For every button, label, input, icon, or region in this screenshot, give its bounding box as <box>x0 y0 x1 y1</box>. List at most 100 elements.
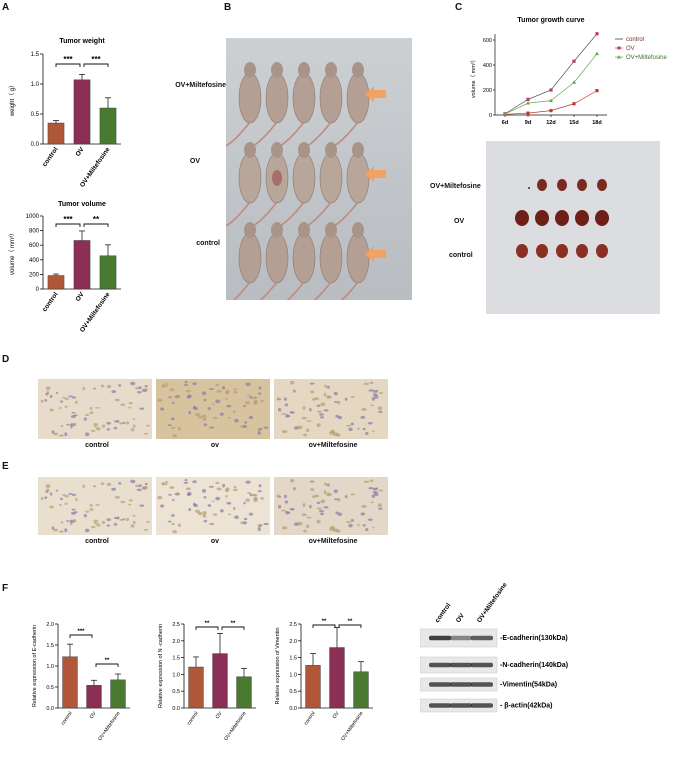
mouse <box>292 152 316 204</box>
cell-nucleus <box>242 521 248 525</box>
y-tick-label: 0.5 <box>46 685 54 691</box>
cell-nucleus <box>192 382 197 386</box>
cell-nucleus <box>209 426 215 429</box>
series-point <box>595 89 599 93</box>
mouse-head <box>298 142 310 158</box>
legend-marker <box>617 46 621 50</box>
y-tick-label: 2.5 <box>172 622 180 628</box>
x-tick-label: OV+Miltefosine <box>340 711 365 743</box>
cell-nucleus <box>139 407 145 410</box>
y-tick-label: 600 <box>483 38 492 44</box>
y-axis-label: Relative expression of N -cadherin <box>158 624 164 708</box>
significance-bracket-1 <box>55 223 81 227</box>
cell-nucleus <box>40 399 44 403</box>
mouse-tail <box>306 201 332 227</box>
cell-nucleus <box>172 530 178 534</box>
panel-label-c: C <box>455 2 463 13</box>
cell-nucleus <box>68 395 73 398</box>
cell-nucleus <box>84 528 90 533</box>
significance-bracket-1-label: *** <box>63 215 73 224</box>
chart-title: Tumor growth curve <box>517 17 584 24</box>
cell-nucleus <box>132 424 136 428</box>
mouse-tail <box>340 281 359 300</box>
mouse-head <box>244 62 256 78</box>
cell-nucleus <box>83 417 87 421</box>
bar-1 <box>329 647 345 709</box>
cell-nucleus <box>283 397 287 401</box>
x-tick-label: OV <box>75 291 87 303</box>
cell-nucleus <box>323 392 327 397</box>
tissue-row-label-miltefosine: OV+Miltefosine <box>430 183 481 190</box>
cell-nucleus <box>219 509 224 513</box>
cell-nucleus <box>290 478 295 483</box>
cell-nucleus <box>226 501 232 505</box>
cell-nucleus <box>203 398 207 402</box>
cell-nucleus <box>94 425 97 428</box>
cell-nucleus <box>197 511 203 516</box>
cell-nucleus <box>326 492 331 497</box>
cell-nucleus <box>132 520 136 524</box>
cell-nucleus <box>350 518 354 522</box>
cell-nucleus <box>113 426 118 430</box>
cell-nucleus <box>171 499 175 502</box>
cell-nucleus <box>118 384 122 387</box>
cell-nucleus <box>337 400 341 405</box>
significance-bracket-2 <box>95 663 119 667</box>
x-tick-label: control <box>60 711 74 727</box>
cell-nucleus <box>201 391 206 396</box>
cell-nucleus <box>203 519 208 523</box>
significance-bracket-1 <box>69 634 93 638</box>
cell-nucleus <box>59 530 64 533</box>
cell-nucleus <box>132 514 136 517</box>
tumor-growth-curve-chart: Tumor growth curve 0 200 400 600 volume（ mm³）… <box>470 17 668 126</box>
x-tick-label: 15d <box>569 120 578 126</box>
cell-nucleus <box>64 432 68 437</box>
y-axis-label: Relative expression of E-cadherin <box>32 625 38 707</box>
histology-e-label-control: control <box>85 538 109 545</box>
cell-nucleus <box>75 400 78 404</box>
cell-nucleus <box>257 489 262 493</box>
cell-nucleus <box>362 524 366 527</box>
cell-nucleus <box>335 414 339 418</box>
cell-nucleus <box>138 386 142 390</box>
cell-nucleus <box>143 528 149 531</box>
cell-nucleus <box>145 424 150 427</box>
cell-nucleus <box>360 512 366 516</box>
mouse-head <box>298 222 310 238</box>
y-tick-label: 2.0 <box>172 639 180 645</box>
tissue-row-label-ov: OV <box>454 218 465 225</box>
cell-nucleus <box>69 519 75 524</box>
series-point <box>549 109 553 113</box>
bar-2 <box>99 107 117 145</box>
mouse-tail <box>226 201 251 227</box>
cell-nucleus <box>247 394 251 397</box>
tumor-tissue <box>575 210 589 226</box>
cell-nucleus <box>184 380 188 384</box>
mouse-tail <box>333 201 359 227</box>
significance-bracket-1 <box>195 626 219 630</box>
cell-nucleus <box>211 403 215 405</box>
cell-nucleus <box>326 385 330 389</box>
cell-nucleus <box>369 381 374 385</box>
y-axis-label: volume（ mm³） <box>9 230 16 275</box>
mouse-tail <box>333 121 359 147</box>
cell-nucleus <box>44 496 48 500</box>
cell-nucleus <box>337 497 341 502</box>
cell-nucleus <box>320 512 325 516</box>
tissue-speck <box>528 187 530 189</box>
cell-nucleus <box>303 433 308 437</box>
cell-nucleus <box>362 427 366 431</box>
cell-nucleus <box>247 492 251 494</box>
cell-nucleus <box>225 397 228 401</box>
cell-nucleus <box>143 432 149 435</box>
mice-photo <box>226 38 412 300</box>
cell-nucleus <box>289 508 294 510</box>
cell-nucleus <box>83 514 87 518</box>
cell-nucleus <box>367 518 373 521</box>
blot-band <box>429 682 451 687</box>
cell-nucleus <box>82 386 86 391</box>
mouse <box>292 72 316 124</box>
cell-nucleus <box>276 494 280 498</box>
cell-nucleus <box>222 385 226 390</box>
mice-row-label-control: control <box>196 240 220 247</box>
